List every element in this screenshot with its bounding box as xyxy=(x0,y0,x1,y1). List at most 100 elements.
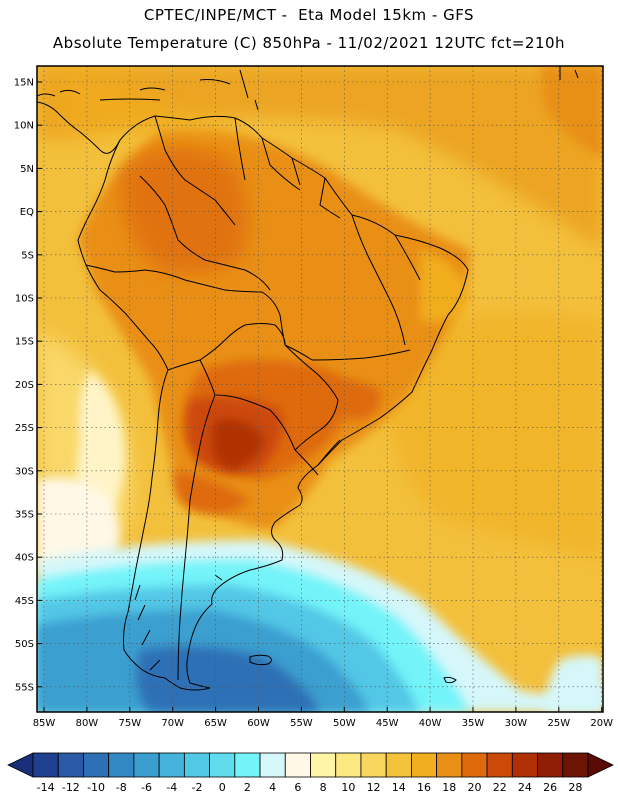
south-georgia xyxy=(443,676,457,684)
colorbar-swatch xyxy=(108,752,135,778)
lon-label: 20W xyxy=(590,718,613,729)
lon-label: 40W xyxy=(419,718,442,729)
lat-label: 10S xyxy=(15,294,34,305)
lat-label: 50S xyxy=(15,639,34,650)
lat-label: 15S xyxy=(15,337,34,348)
central-borders xyxy=(167,323,339,451)
temperature-field xyxy=(37,66,603,712)
latitude-labels: 15N 10N 5N EQ 5S 10S 15S 20S 25S 30S 35S 40S 45S 50S 5… xyxy=(14,78,42,693)
colorbar-over-arrow xyxy=(587,752,614,778)
colorbar-swatch xyxy=(234,752,261,778)
field-atlantic xyxy=(380,312,603,560)
colorbar-swatch xyxy=(284,752,311,778)
colorbar-swatch xyxy=(562,752,589,778)
lat-label: 20S xyxy=(15,380,34,391)
central-america-coast xyxy=(37,101,121,154)
field-pacific-cream xyxy=(37,477,120,570)
colorbar-swatch xyxy=(436,752,463,778)
colorbar-label: 26 xyxy=(543,781,557,794)
colorbar-swatch xyxy=(32,752,59,778)
coastlines-borders xyxy=(37,66,579,691)
lat-label: 5N xyxy=(20,164,34,175)
lon-label: 80W xyxy=(76,718,99,729)
field-se-brazil-hot xyxy=(300,376,381,420)
colorbar-label: 28 xyxy=(568,781,582,794)
colorbar-swatch xyxy=(486,752,513,778)
colorbar-swatch xyxy=(411,752,438,778)
lon-label: 35W xyxy=(462,718,485,729)
colorbar-label: -12 xyxy=(62,781,80,794)
longitude-labels: 85W 80W 75W 70W 65W 60W 55W 50W 45W 40W 35W 30W 25W 2… xyxy=(33,707,613,729)
colorbar: -14 -12 -10 -8 -6 -4 -2 0 2 4 6 8 10 12 14 16 18 20 22 24 26… xyxy=(7,752,614,794)
lat-label: 45S xyxy=(15,596,34,607)
map-frame xyxy=(36,65,604,713)
central-america-north xyxy=(37,89,81,97)
colorbar-label: -4 xyxy=(166,781,177,794)
colorbar-label: 2 xyxy=(244,781,251,794)
colorbar-swatch xyxy=(335,752,362,778)
colorbar-label: 0 xyxy=(219,781,226,794)
colorbar-swatch xyxy=(209,752,236,778)
field-ne-warm xyxy=(540,66,603,160)
colorbar-label: 22 xyxy=(493,781,507,794)
field-se-pale xyxy=(545,655,603,712)
lat-label: 30S xyxy=(15,466,34,477)
lat-label: EQ xyxy=(20,207,34,218)
colorbar-label: -8 xyxy=(116,781,127,794)
lon-label: 60W xyxy=(247,718,270,729)
colorbar-swatch xyxy=(461,752,488,778)
lat-label: 15N xyxy=(14,78,34,89)
lat-label: 55S xyxy=(15,682,34,693)
lon-label: 25W xyxy=(547,718,570,729)
lat-label: 25S xyxy=(15,423,34,434)
field-south-blue3 xyxy=(136,646,320,712)
colorbar-swatch xyxy=(83,752,110,778)
colorbar-label: -14 xyxy=(37,781,55,794)
colorbar-swatch xyxy=(158,752,185,778)
lat-label: 40S xyxy=(15,553,34,564)
colorbar-swatch xyxy=(183,752,210,778)
lon-label: 30W xyxy=(505,718,528,729)
field-ne-brazil xyxy=(420,250,470,323)
colorbar-label: 18 xyxy=(442,781,456,794)
colorbar-swatch xyxy=(133,752,160,778)
colorbar-label: 4 xyxy=(269,781,276,794)
colorbar-under-arrow xyxy=(7,752,34,778)
colorbar-swatch xyxy=(511,752,538,778)
brazil-state-lines xyxy=(311,214,421,361)
lon-label: 65W xyxy=(204,718,227,729)
uruguay-borders xyxy=(294,439,341,476)
colorbar-label: 24 xyxy=(518,781,532,794)
lon-label: 45W xyxy=(376,718,399,729)
northern-borders xyxy=(139,115,341,241)
colorbar-swatch xyxy=(385,752,412,778)
map-title: CPTEC/INPE/MCT - Eta Model 15km - GFS xyxy=(143,6,475,24)
lat-label: 5S xyxy=(21,250,34,261)
colorbar-label: 16 xyxy=(417,781,431,794)
chile-islands xyxy=(134,574,223,671)
colorbar-swatch xyxy=(57,752,84,778)
colorbar-label: 10 xyxy=(341,781,355,794)
colorbar-swatch xyxy=(360,752,387,778)
lon-label: 75W xyxy=(118,718,141,729)
colorbar-label: 12 xyxy=(367,781,381,794)
colorbar-label: -6 xyxy=(141,781,152,794)
lon-label: 50W xyxy=(333,718,356,729)
south-america-coast xyxy=(77,115,469,691)
lat-label: 10N xyxy=(14,121,34,132)
falklands xyxy=(249,654,272,666)
chile-argentina-border xyxy=(177,394,216,681)
colorbar-label: -10 xyxy=(87,781,105,794)
lon-label: 70W xyxy=(161,718,184,729)
map-subtitle: Absolute Temperature (C) 850hPa - 11/02/… xyxy=(52,34,566,52)
lat-label: 35S xyxy=(15,510,34,521)
colorbar-label: -2 xyxy=(191,781,202,794)
field-chaco-core xyxy=(212,419,265,470)
colorbar-swatch xyxy=(537,752,564,778)
colorbar-label: 8 xyxy=(320,781,327,794)
colorbar-swatch xyxy=(259,752,286,778)
lesser-antilles xyxy=(559,66,579,80)
colorbar-label: 20 xyxy=(467,781,481,794)
field-caribbean xyxy=(60,66,260,150)
